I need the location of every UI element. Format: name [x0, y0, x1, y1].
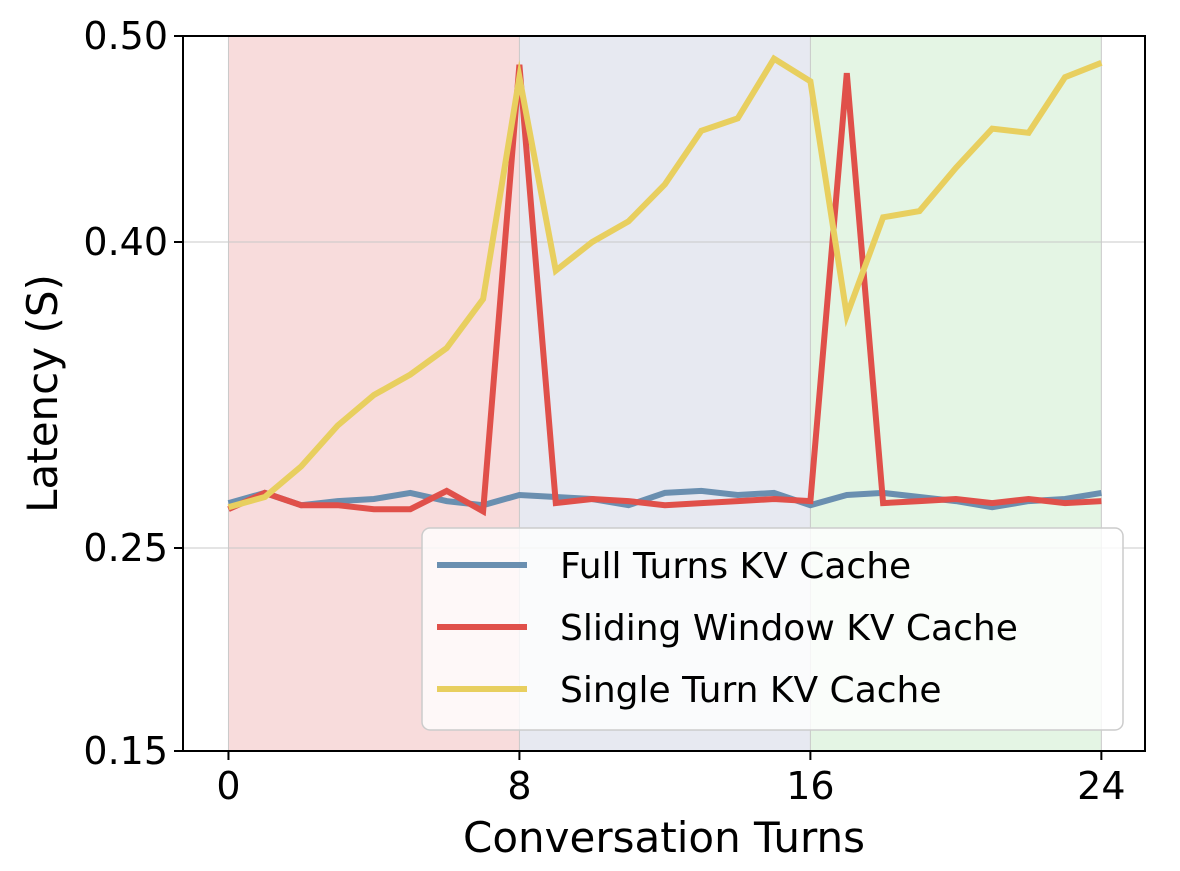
- legend: Full Turns KV Cache Sliding Window KV Cac…: [421, 527, 1124, 731]
- series-line-2: [227, 64, 1102, 517]
- x-tick-label: 0: [216, 764, 240, 808]
- x-axis-label: Conversation Turns: [463, 813, 865, 862]
- y-tick-label: 0.40: [83, 220, 168, 264]
- y-tick-label: 0.15: [83, 729, 168, 773]
- x-tick-label: 16: [786, 764, 834, 808]
- data-series: [227, 54, 1103, 517]
- x-axis-ticks: 0 8 16 24: [216, 751, 1126, 808]
- x-tick-label: 8: [507, 764, 531, 808]
- background-bands: [228, 36, 1102, 751]
- legend-label: Sliding Window KV Cache: [560, 608, 1018, 649]
- legend-label: Single Turn KV Cache: [560, 670, 942, 711]
- y-axis-label: Latency (S): [18, 274, 67, 513]
- y-axis-ticks: 0.15 0.25 0.40 0.50: [83, 14, 183, 773]
- y-tick-label: 0.50: [83, 14, 168, 58]
- legend-label: Full Turns KV Cache: [560, 546, 911, 587]
- plot-frame: [182, 35, 1146, 752]
- series-line-3: [227, 54, 1103, 511]
- legend-box: [421, 527, 1124, 731]
- y-tick-label: 0.25: [83, 526, 168, 570]
- x-tick-label: 24: [1077, 764, 1125, 808]
